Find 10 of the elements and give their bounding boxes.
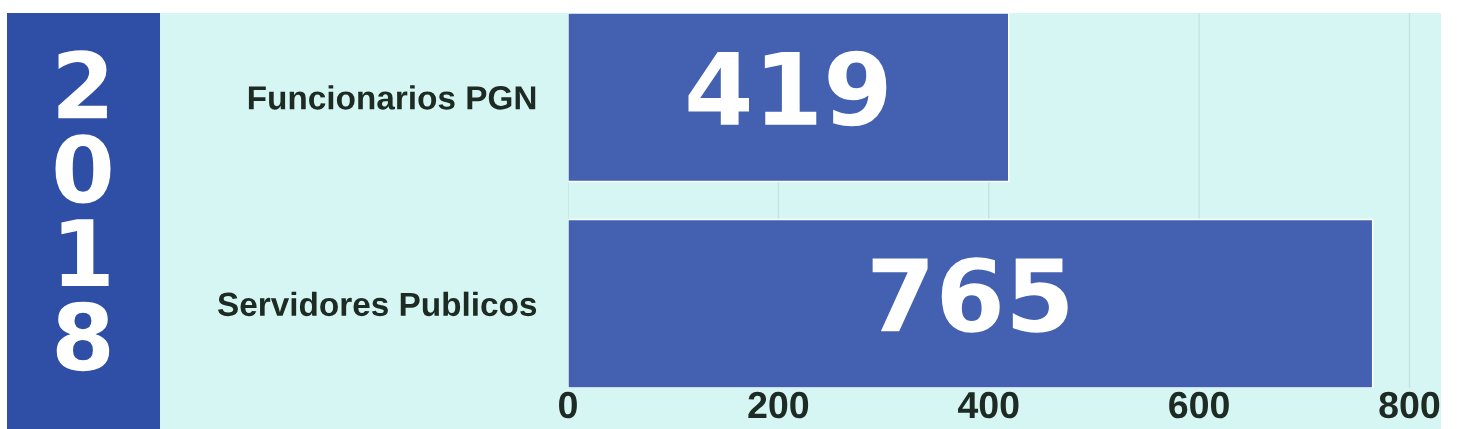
data-label: 419	[688, 50, 887, 127]
x-tick-label: 600	[1169, 391, 1229, 419]
text: 2018	[55, 50, 111, 372]
x-tick-label: 200	[748, 391, 809, 419]
x-tick-label: 0	[559, 391, 577, 419]
data-label: 765	[872, 257, 1068, 333]
y-tick-label: Funcionarios PGN	[248, 85, 536, 110]
x-tick-label: 400	[958, 391, 1019, 419]
x-tick-label: 800	[1379, 391, 1440, 419]
y-tick-label: Servidores Publicos	[217, 291, 537, 317]
